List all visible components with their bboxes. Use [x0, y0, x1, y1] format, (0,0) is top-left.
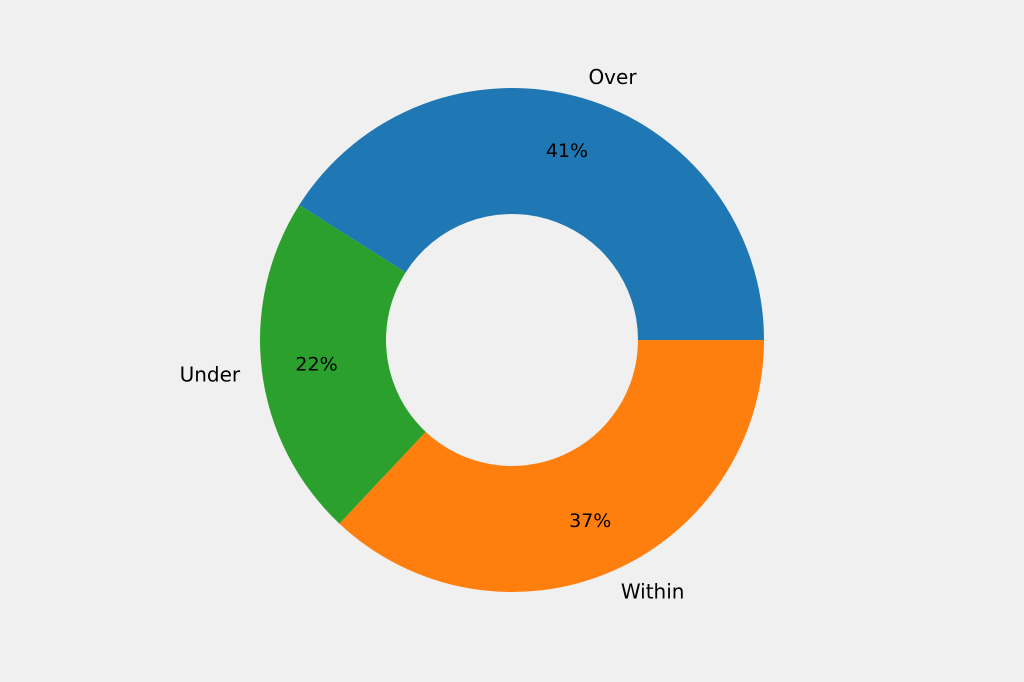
slice-within — [339, 340, 764, 593]
category-label-over: Over — [588, 65, 637, 89]
chart-labels: 41% Over 22% Under 37% Within — [180, 65, 685, 604]
slice-over — [299, 88, 764, 340]
slice-under — [260, 204, 426, 524]
category-label-under: Under — [180, 362, 241, 386]
category-label-within: Within — [621, 579, 685, 603]
pct-label-under: 22% — [295, 354, 337, 376]
pct-label-over: 41% — [546, 140, 588, 162]
chart-slices — [260, 88, 764, 593]
pct-label-within: 37% — [569, 510, 611, 532]
